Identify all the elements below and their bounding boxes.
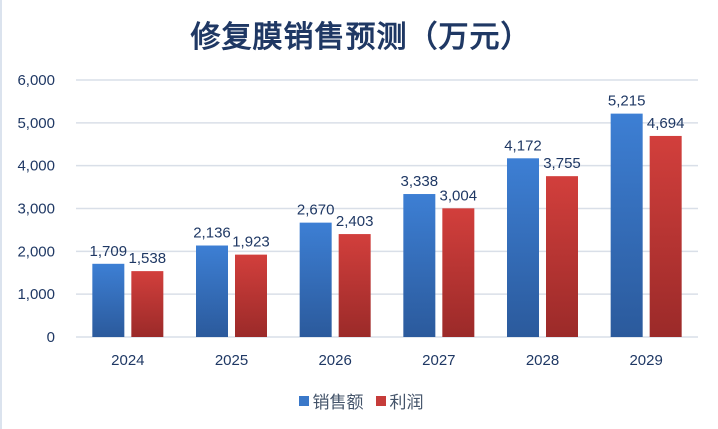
y-tick-label: 5,000 bbox=[17, 115, 55, 132]
chart-title: 修复膜销售预测（万元） bbox=[190, 20, 532, 55]
data-label-profit: 1,538 bbox=[129, 250, 167, 267]
data-label-profit: 2,403 bbox=[336, 213, 374, 230]
legend-label-sales: 销售额 bbox=[312, 393, 364, 413]
data-label-sales: 4,172 bbox=[504, 137, 542, 154]
bar-profit bbox=[649, 135, 682, 337]
y-tick-label: 2,000 bbox=[17, 243, 55, 260]
data-label-sales: 2,136 bbox=[193, 225, 231, 242]
bar-sales bbox=[403, 194, 436, 337]
bar-sales bbox=[610, 113, 643, 337]
legend-label-profit: 利润 bbox=[389, 393, 424, 413]
bar-profit bbox=[131, 271, 164, 337]
y-tick-label: 6,000 bbox=[17, 72, 55, 89]
legend-item-profit[interactable]: 利润 bbox=[375, 388, 424, 413]
data-label-sales: 1,709 bbox=[90, 243, 128, 260]
x-tick-label: 2026 bbox=[318, 352, 351, 369]
y-tick-label: 3,000 bbox=[17, 201, 55, 218]
bar-sales bbox=[92, 263, 125, 337]
data-label-profit: 3,755 bbox=[543, 155, 581, 172]
y-tick-label: 4,000 bbox=[17, 158, 55, 175]
legend-swatch-profit bbox=[375, 395, 386, 406]
data-label-sales: 3,338 bbox=[401, 173, 439, 190]
data-label-profit: 1,923 bbox=[232, 234, 270, 251]
bar-sales bbox=[507, 158, 539, 337]
x-tick-label: 2028 bbox=[526, 352, 559, 369]
bar-profit bbox=[442, 208, 475, 337]
data-label-sales: 2,670 bbox=[297, 202, 335, 219]
data-label-sales: 5,215 bbox=[608, 93, 646, 110]
x-tick-label: 2029 bbox=[629, 352, 662, 369]
bar-profit bbox=[338, 234, 371, 337]
y-tick-label: 1,000 bbox=[17, 286, 55, 303]
legend: 销售额 利润 bbox=[2, 388, 718, 413]
bar-profit bbox=[235, 254, 267, 337]
x-tick-label: 2024 bbox=[111, 352, 144, 369]
legend-item-sales[interactable]: 销售额 bbox=[298, 388, 364, 413]
x-tick-label: 2025 bbox=[215, 352, 248, 369]
data-label-profit: 4,694 bbox=[647, 115, 685, 132]
y-tick-label: 0 bbox=[47, 329, 55, 346]
x-tick-label: 2027 bbox=[422, 352, 455, 369]
bar-sales bbox=[299, 222, 332, 337]
bar-profit bbox=[546, 176, 578, 337]
legend-swatch-sales bbox=[298, 395, 309, 406]
bar-sales bbox=[196, 245, 228, 337]
data-label-profit: 3,004 bbox=[440, 187, 478, 204]
